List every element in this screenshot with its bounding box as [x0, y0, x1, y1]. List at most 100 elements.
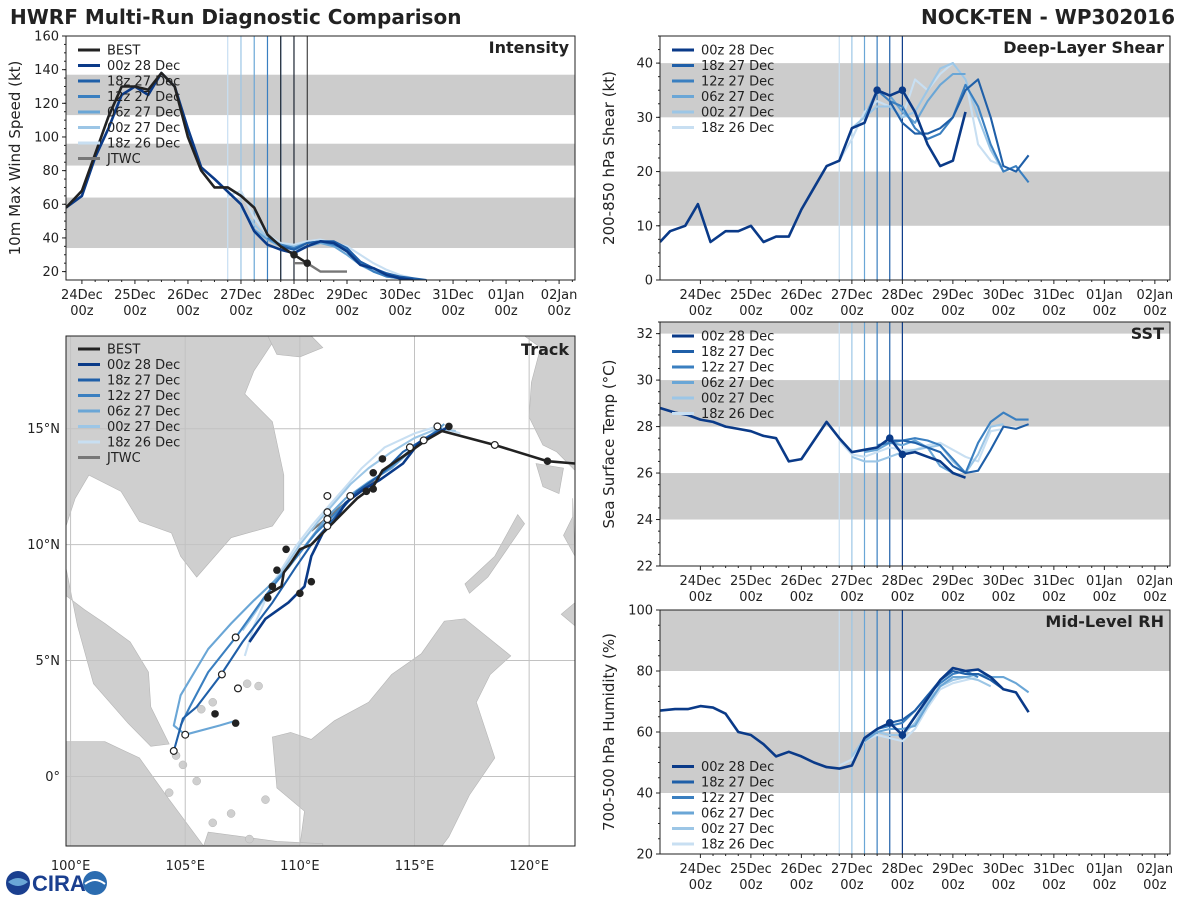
x-tick-day: 30Dec [983, 862, 1025, 877]
x-tick-hour: 00z [547, 304, 571, 319]
data-point [898, 450, 907, 459]
x-tick-hour: 00z [1093, 878, 1117, 893]
legend-label: 18z 26 Dec [701, 121, 774, 136]
legend-label: 12z 27 Dec [701, 75, 774, 90]
legend-label: 18z 26 Dec [107, 137, 180, 152]
x-tick-hour: 00z [1042, 590, 1066, 605]
track-point [433, 422, 442, 431]
shaded-band [660, 610, 1170, 671]
legend-label: 18z 26 Dec [701, 407, 774, 422]
x-tick-label: 105°E [165, 859, 205, 874]
y-tick-label: 0° [45, 770, 60, 785]
x-tick-hour: 00z [70, 304, 94, 319]
panay-land [563, 498, 575, 557]
panel-title: Deep-Layer Shear [1003, 38, 1164, 57]
y-axis-label: 10m Max Wind Speed (kt) [6, 61, 24, 256]
x-tick-hour: 00z [790, 878, 814, 893]
shaded-band [660, 473, 1170, 520]
track-point [211, 710, 219, 718]
x-tick-hour: 00z [840, 878, 864, 893]
x-tick-day: 30Dec [379, 288, 421, 303]
y-axis-label: 200-850 hPa Shear (kt) [600, 71, 618, 245]
y-tick-label: 30 [636, 111, 653, 126]
y-tick-label: 10°N [27, 538, 60, 553]
track-point [490, 440, 499, 449]
legend-label: 06z 27 Dec [701, 90, 774, 105]
legend-label: 06z 27 Dec [107, 405, 180, 420]
series-line [889, 423, 1029, 475]
legend-label: 00z 28 Dec [701, 330, 774, 345]
series-line [888, 78, 1030, 173]
logo-text: CIRA [32, 871, 86, 896]
y-axis-label: Sea Surface Temp (°C) [600, 359, 618, 528]
x-tick-day: 02Jan [541, 288, 578, 303]
shaded-band [660, 171, 1170, 226]
x-tick-day: 01Jan [488, 288, 525, 303]
series-line [280, 240, 427, 280]
y-tick-label: 20 [42, 265, 59, 280]
series-line [227, 189, 414, 280]
y-tick-label: 15°N [27, 422, 60, 437]
shaded-band [66, 74, 575, 116]
x-tick-day: 24Dec [680, 862, 722, 877]
borneo-land [272, 618, 512, 846]
x-tick-hour: 00z [335, 304, 359, 319]
track-point [369, 468, 378, 477]
legend-label: 12z 27 Dec [107, 90, 180, 105]
shaded-band [660, 322, 1170, 334]
track-point [323, 491, 332, 500]
y-tick-label: 80 [636, 665, 653, 680]
x-tick-hour: 00z [891, 304, 915, 319]
rh-series [660, 666, 1030, 770]
track-panel: 100°E 105°E 110°E 115°E 120°E 0° 5°N 10°N 15°N Tr… [27, 335, 576, 874]
legend-label: 12z 27 Dec [107, 389, 180, 404]
x-tick-day: 28Dec [882, 862, 924, 877]
x-tick-hour: 00z [992, 304, 1016, 319]
panel-title: Mid-Level RH [1045, 612, 1164, 631]
x-tick-day: 31Dec [1033, 862, 1075, 877]
x-tick-hour: 00z [1093, 304, 1117, 319]
x-tick-day: 26Dec [781, 862, 823, 877]
y-tick-label: 32 [636, 327, 653, 342]
x-tick-day: 01Jan [1086, 574, 1123, 589]
x-tick-day: 24Dec [680, 288, 722, 303]
x-tick-day: 29Dec [326, 288, 368, 303]
x-tick-hour: 00z [941, 590, 965, 605]
track-point [378, 455, 387, 463]
track-point [231, 633, 240, 642]
x-tick-day: 01Jan [1086, 862, 1123, 877]
island-land [192, 776, 201, 786]
land-masses [66, 336, 575, 846]
luzon-land [524, 336, 575, 471]
data-point [898, 731, 907, 739]
x-tick-hour: 00z [941, 878, 965, 893]
island-land [226, 809, 236, 818]
x-tick-day: 27Dec [220, 288, 262, 303]
y-tick-label: 5°N [36, 654, 61, 669]
track-point [282, 545, 290, 554]
legend-label: 06z 27 Dec [701, 376, 774, 391]
x-tick-label: 115°E [395, 859, 435, 874]
legend-label: JTWC [106, 451, 141, 466]
legend-label: 18z 27 Dec [701, 776, 774, 791]
series-line [851, 62, 1005, 173]
legend-label: 00z 28 Dec [107, 358, 180, 373]
axes-frame [65, 335, 576, 847]
legend-label: 12z 27 Dec [701, 361, 774, 376]
data-point [885, 719, 894, 727]
y-tick-label: 100 [34, 130, 59, 145]
track-point [323, 508, 332, 517]
island-land [178, 760, 188, 770]
x-tick-hour: 00z [689, 590, 713, 605]
legend-label: 18z 27 Dec [107, 374, 180, 389]
track-point [419, 436, 428, 445]
legend-label: 00z 27 Dec [107, 121, 180, 136]
x-tick-day: 31Dec [1033, 288, 1075, 303]
legend-label: 18z 26 Dec [701, 838, 774, 853]
x-tick-day: 30Dec [983, 288, 1025, 303]
y-tick-label: 40 [42, 231, 59, 246]
y-tick-label: 160 [34, 30, 59, 45]
x-tick-day: 30Dec [983, 574, 1025, 589]
x-tick-day: 27Dec [831, 288, 873, 303]
x-tick-hour: 00z [1143, 878, 1167, 893]
